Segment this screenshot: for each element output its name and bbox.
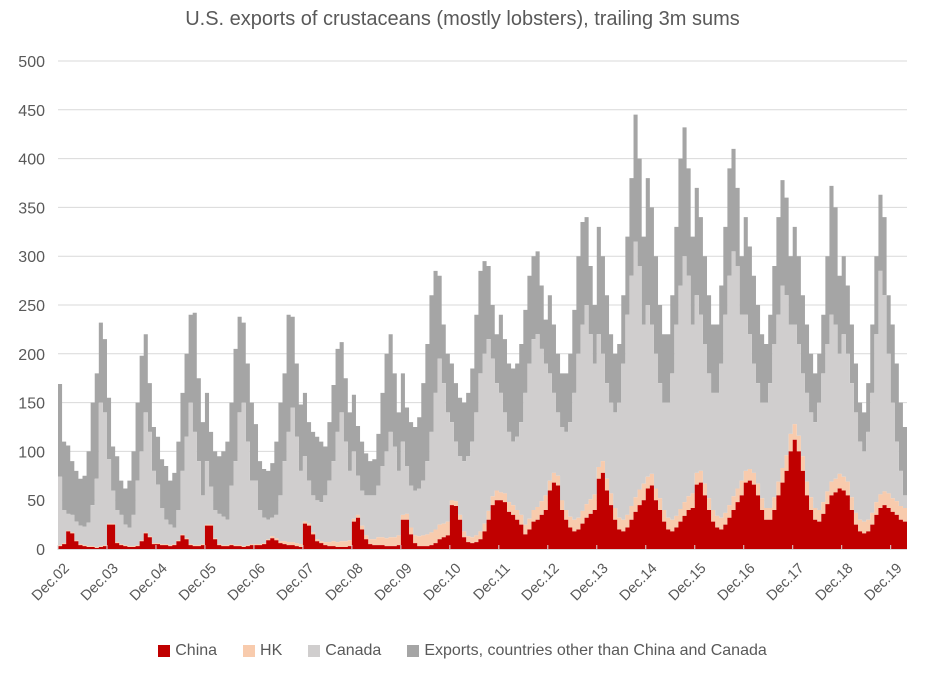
x-tick-label: Dec.11 [471, 561, 514, 604]
legend-label: China [175, 642, 218, 659]
legend-swatch [243, 645, 256, 657]
x-tick-label: Dec.09 [372, 561, 416, 605]
x-tick-label: Dec.06 [225, 561, 269, 605]
legend-swatch [407, 645, 420, 657]
legend-item-china: China [158, 642, 217, 660]
x-axis-ticks: Dec.02 Dec.03 Dec.04 Dec.05 Dec.06 Dec.07 Dec.… [29, 545, 906, 605]
x-tick-label: Dec.14 [617, 561, 661, 605]
x-tick-label: Dec.03 [78, 561, 122, 605]
legend-label: Exports, countries other than China and … [424, 642, 767, 659]
y-tick-label: 100 [18, 444, 45, 461]
x-tick-label: Dec.17 [764, 561, 808, 605]
legend: China HK Canada Exports, countries other th… [0, 642, 925, 660]
x-tick-label: Dec.13 [568, 561, 612, 605]
y-tick-label: 350 [18, 200, 45, 217]
x-tick-label: Dec.05 [176, 561, 220, 605]
x-tick-label: Dec.18 [813, 561, 857, 605]
x-tick-label: Dec.08 [323, 561, 367, 605]
legend-item-hk: HK [243, 642, 282, 660]
y-tick-label: 300 [18, 249, 45, 266]
y-tick-label: 500 [18, 54, 45, 71]
x-tick-label: Dec.15 [666, 561, 710, 605]
legend-swatch [308, 645, 321, 657]
legend-item-exports-countries-other-than-c: Exports, countries other than China and … [407, 642, 767, 660]
x-tick-label: Dec.04 [127, 561, 171, 605]
y-tick-label: 0 [36, 542, 45, 559]
x-tick-label: Dec.16 [715, 561, 759, 605]
x-tick-label: Dec.02 [29, 561, 73, 605]
legend-item-canada: Canada [308, 642, 381, 660]
x-tick-label: Dec.10 [421, 561, 465, 605]
x-tick-label: Dec.07 [274, 561, 318, 605]
legend-label: HK [260, 642, 283, 659]
x-tick-label: Dec.12 [519, 561, 563, 605]
series-area-canada [58, 241, 907, 548]
y-tick-label: 150 [18, 396, 45, 413]
y-tick-label: 50 [27, 493, 45, 510]
series-areas [58, 114, 907, 549]
y-tick-label: 450 [18, 103, 45, 120]
legend-swatch [158, 645, 171, 657]
x-tick-label: Dec.19 [862, 561, 906, 605]
y-axis-ticks: 0 50 100 150 200 250 300 350 400 450 500 [18, 54, 45, 559]
chart-title: U.S. exports of crustaceans (mostly lobs… [185, 8, 740, 30]
y-tick-label: 200 [18, 347, 45, 364]
y-tick-label: 400 [18, 152, 45, 169]
y-tick-label: 250 [18, 298, 45, 315]
series-area-china [58, 439, 907, 549]
legend-label: Canada [325, 642, 382, 659]
series-area-exports-countries-other-than-c [58, 114, 907, 528]
